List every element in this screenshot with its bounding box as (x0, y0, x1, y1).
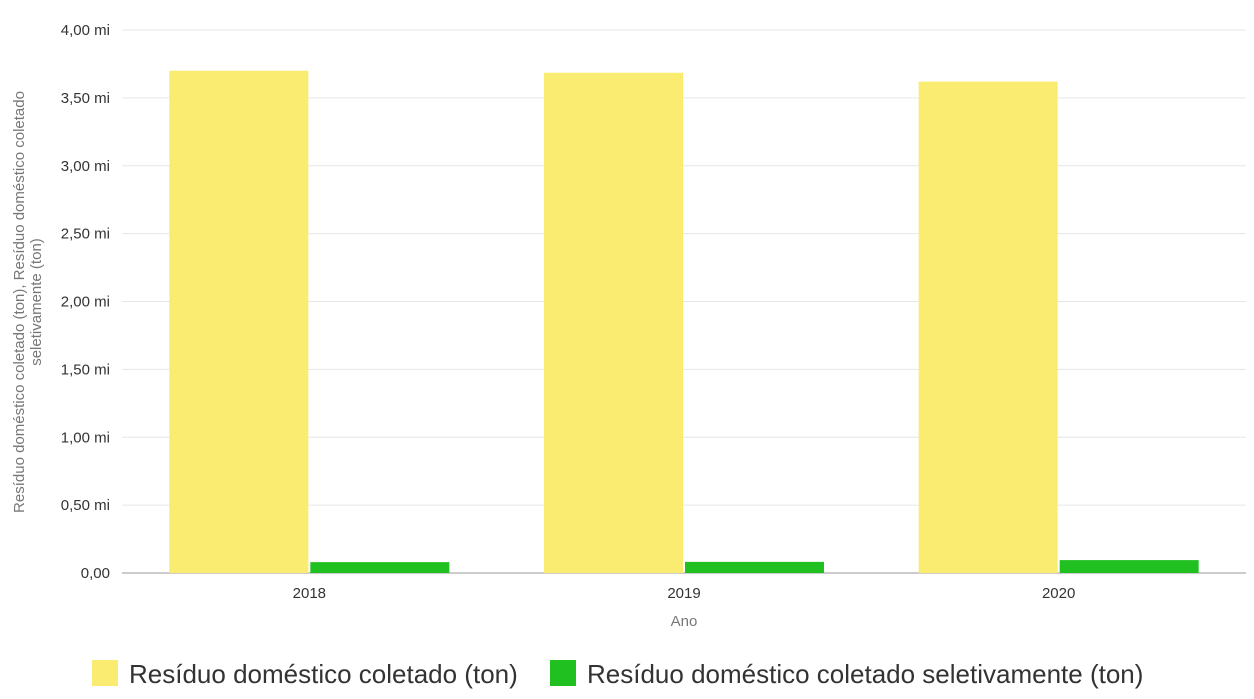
x-axis-title: Ano (671, 613, 698, 630)
y-tick-label: 0,00 (81, 565, 110, 582)
bar-coletado-2020[interactable] (918, 81, 1058, 574)
y-tick-label: 0,50 mi (61, 497, 110, 514)
y-axis-title-line: seletivamente (ton) (28, 238, 45, 366)
y-tick-label: 2,00 mi (61, 294, 110, 311)
y-axis-title: Resíduo doméstico coletado (ton), Resídu… (11, 91, 45, 513)
legend-label[interactable]: Resíduo doméstico coletado (ton) (129, 659, 518, 689)
y-tick-label: 1,00 mi (61, 429, 110, 446)
bar-seletivo-2019[interactable] (685, 561, 824, 573)
y-tick-label: 4,00 mi (61, 22, 110, 39)
legend-label[interactable]: Resíduo doméstico coletado seletivamente… (587, 659, 1143, 689)
bar-seletivo-2018[interactable] (310, 562, 450, 573)
y-tick-label: 3,00 mi (61, 158, 110, 175)
y-tick-label: 1,50 mi (61, 361, 110, 378)
legend-swatch[interactable] (92, 660, 118, 686)
x-tick-label: 2018 (293, 585, 326, 602)
bar-coletado-2019[interactable] (544, 72, 683, 573)
y-axis-title-line: Resíduo doméstico coletado (ton), Resídu… (11, 91, 28, 513)
bar-seletivo-2020[interactable] (1059, 560, 1199, 573)
y-tick-label: 2,50 mi (61, 226, 110, 243)
x-tick-label: 2020 (1042, 585, 1075, 602)
bar-coletado-2018[interactable] (169, 70, 309, 573)
y-tick-label: 3,50 mi (61, 90, 110, 107)
x-tick-label: 2019 (667, 585, 700, 602)
legend-swatch[interactable] (550, 660, 576, 686)
